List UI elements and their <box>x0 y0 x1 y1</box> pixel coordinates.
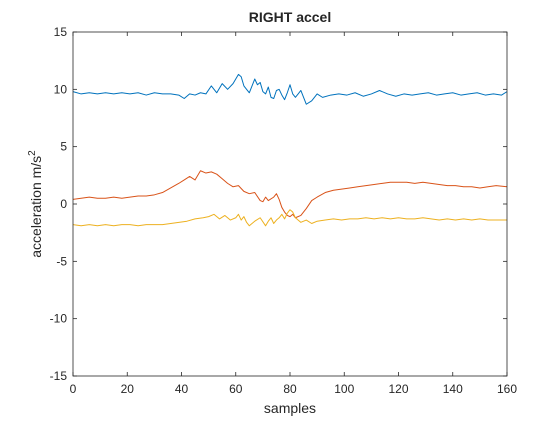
plot-box <box>72 31 508 377</box>
y-axis-label-text: acceleration m/s <box>28 156 44 258</box>
y-axis-label-exponent: 2 <box>27 150 38 156</box>
x-tick-label: 80 <box>283 382 297 396</box>
x-tick-label: 140 <box>443 382 463 396</box>
y-tick-label: 5 <box>60 140 67 154</box>
y-tick-label: 0 <box>60 197 67 211</box>
x-tick-label: 100 <box>334 382 354 396</box>
x-tick-label: 160 <box>497 382 517 396</box>
y-tick-label: 10 <box>54 82 68 96</box>
x-tick-label: 20 <box>121 382 135 396</box>
series-line-3 <box>72 209 507 227</box>
series-line-1 <box>72 73 508 105</box>
y-tick-label: 15 <box>54 25 68 39</box>
y-axis-label: acceleration m/s2 <box>27 150 44 258</box>
series-line-2 <box>72 170 508 219</box>
y-tick-label: -15 <box>50 369 68 383</box>
x-tick-label: 60 <box>229 382 243 396</box>
chart-title: RIGHT accel <box>249 9 331 25</box>
y-tick-label: -5 <box>56 254 67 268</box>
x-tick-label: 40 <box>175 382 189 396</box>
ticks-layer: 0 20 40 60 80 100 120 140 160 -15 -10 -5 0 5 10 15 <box>50 25 518 396</box>
series-layer <box>72 73 508 227</box>
y-tick-label: -10 <box>50 312 68 326</box>
x-axis-label: samples <box>264 400 316 416</box>
x-tick-label: 0 <box>70 382 77 396</box>
plot-area <box>73 32 507 376</box>
x-tick-label: 120 <box>388 382 408 396</box>
